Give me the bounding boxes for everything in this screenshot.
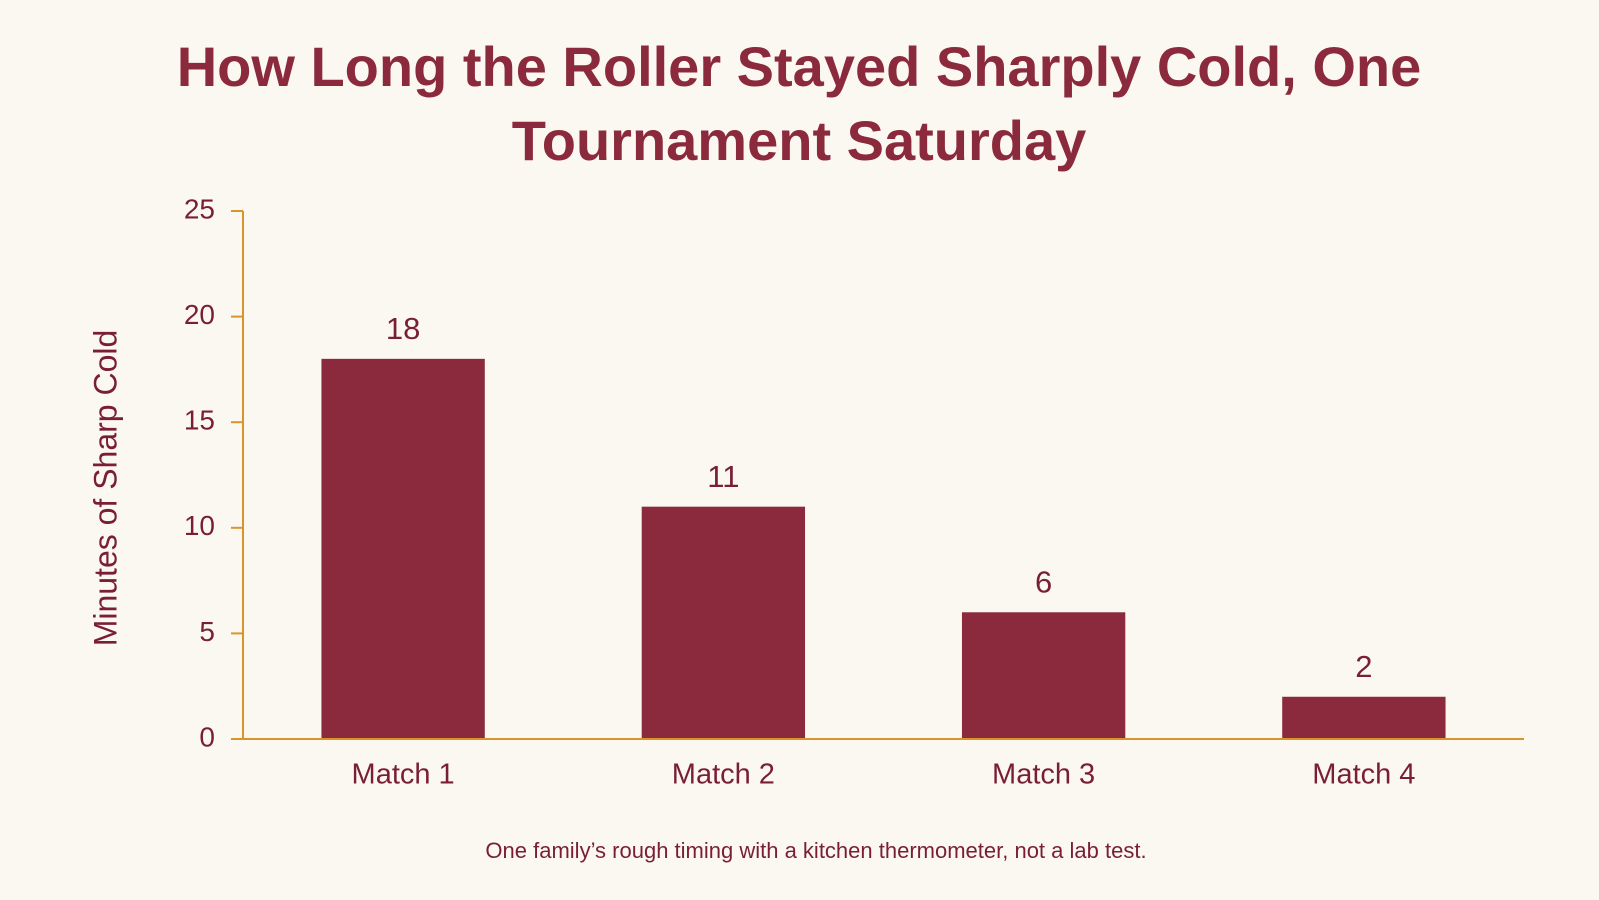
footnote: One family’s rough timing with a kitchen… (485, 838, 1146, 863)
bar (321, 358, 485, 739)
x-tick-label: Match 4 (1312, 759, 1415, 791)
value-label: 18 (386, 311, 420, 346)
bar (1282, 696, 1446, 739)
y-tick-label: 15 (184, 405, 215, 436)
x-tick-label: Match 1 (352, 759, 455, 791)
y-tick-label: 5 (199, 616, 215, 647)
bar (961, 612, 1126, 739)
value-label: 11 (707, 459, 739, 494)
x-tick-label: Match 2 (672, 759, 775, 791)
y-tick-label: 20 (184, 299, 215, 330)
value-label: 6 (1035, 564, 1052, 599)
value-label: 2 (1355, 649, 1372, 684)
bar (641, 506, 806, 739)
y-tick-label: 25 (184, 193, 215, 224)
x-tick-label: Match 3 (992, 759, 1095, 791)
y-axis-label: Minutes of Sharp Cold (87, 330, 123, 647)
chart-title: How Long the Roller Stayed Sharply Cold,… (176, 35, 1422, 172)
y-tick-label: 0 (199, 721, 215, 752)
y-tick-label: 10 (184, 510, 215, 541)
